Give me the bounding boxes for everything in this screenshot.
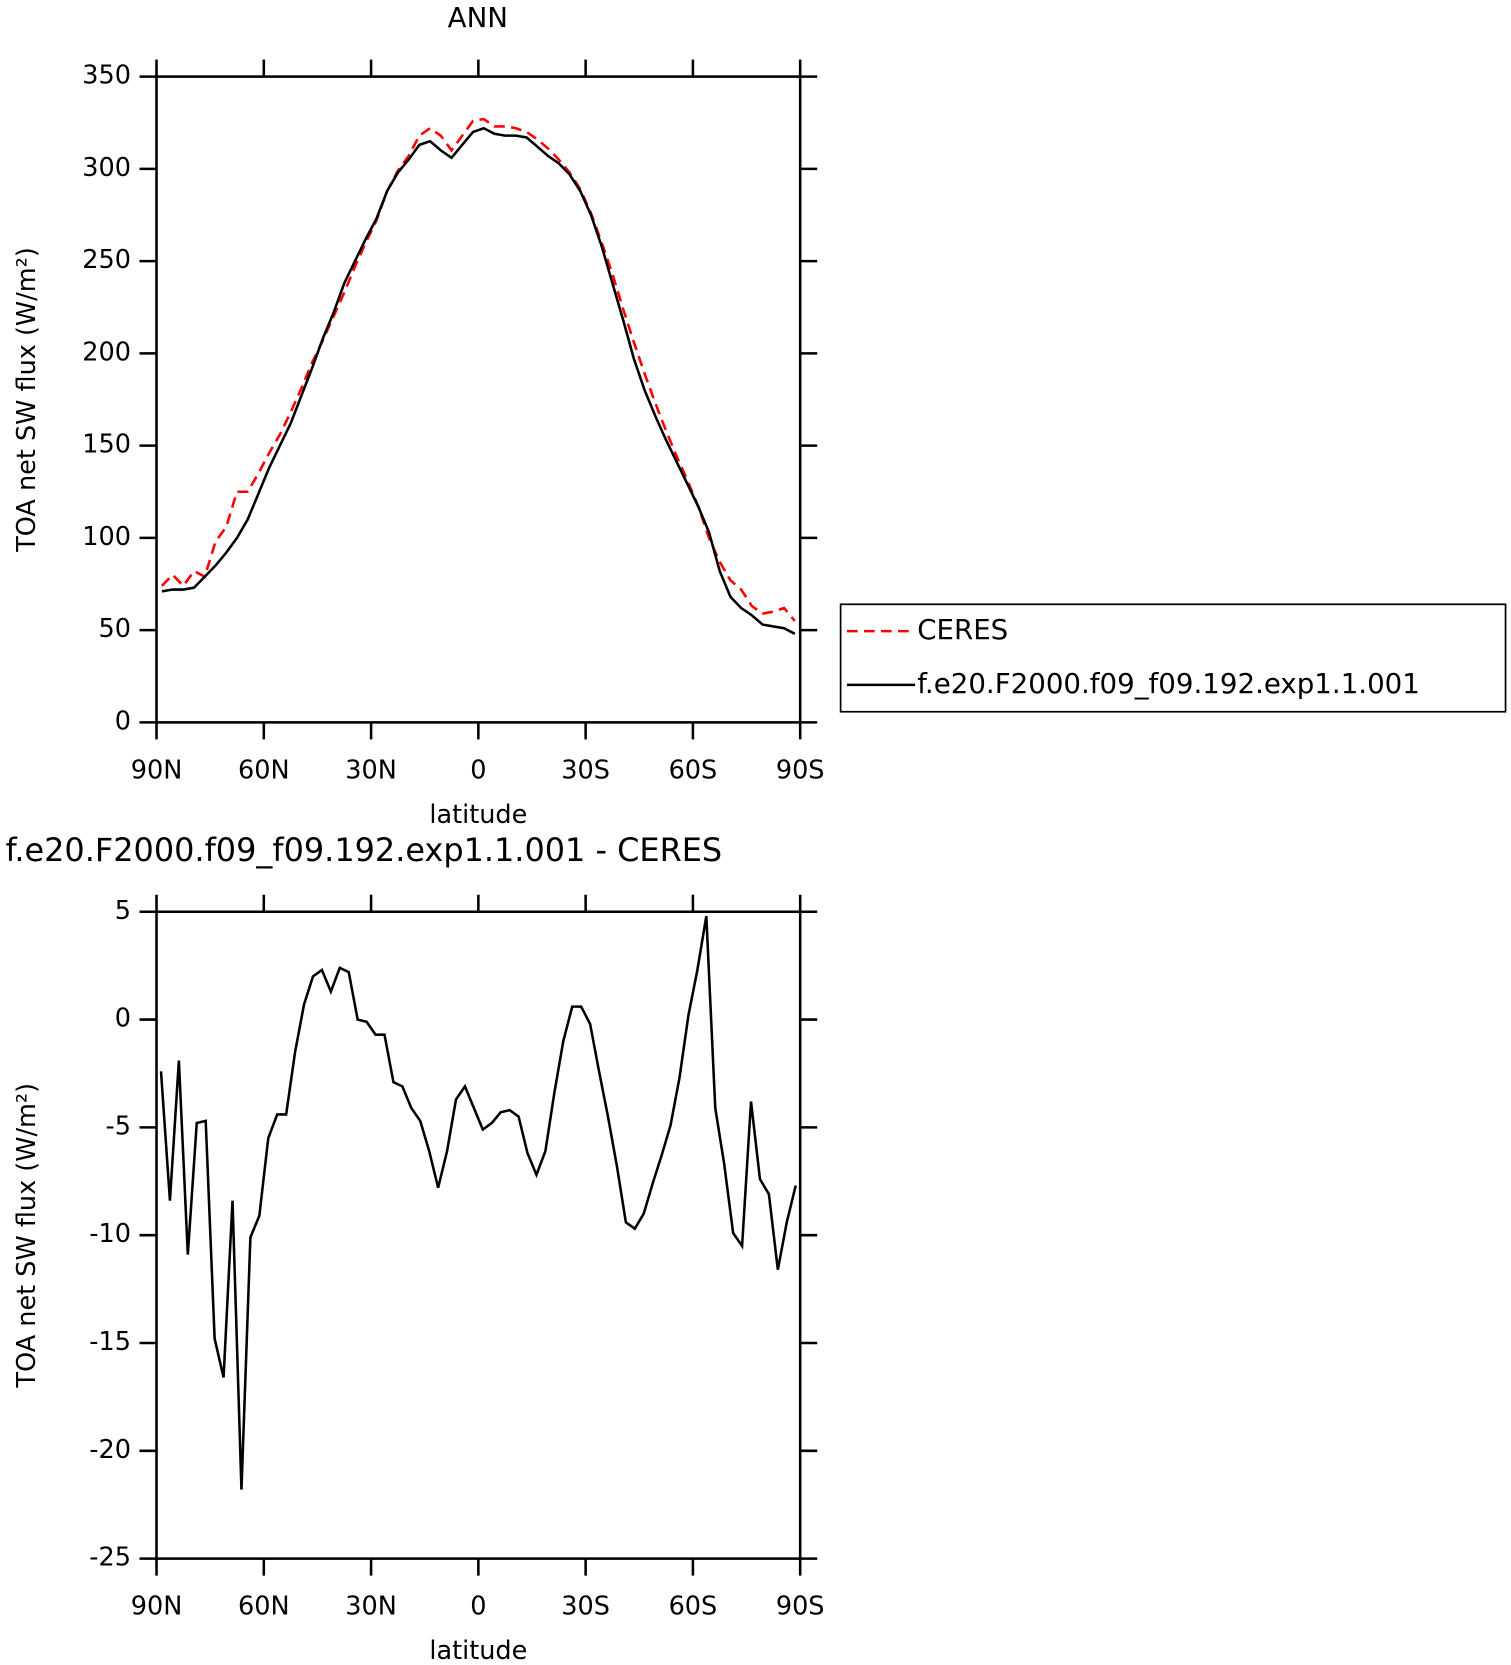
x-tick-label: 90S: [776, 1592, 825, 1622]
y-tick-label: -15: [89, 1327, 131, 1357]
x-tick-label: 0: [470, 1592, 486, 1622]
y-tick-label: 300: [82, 153, 131, 183]
plot-frame: [155, 910, 802, 1560]
y-tick-label: -5: [106, 1111, 131, 1141]
y-tick-label: 100: [82, 522, 131, 552]
x-tick-label: 30S: [561, 1592, 610, 1622]
x-tick-label: 60N: [238, 755, 290, 785]
x-tick-label: 90N: [131, 1592, 183, 1622]
y-tick-label: 0: [115, 706, 131, 736]
chart-title: ANN: [448, 1, 508, 34]
x-tick-label: 0: [470, 755, 486, 785]
y-axis-label: TOA net SW flux (W/m²): [12, 247, 42, 553]
y-tick-label: 5: [115, 896, 131, 926]
y-tick-label: 0: [115, 1004, 131, 1034]
x-tick-label: 30N: [345, 1592, 397, 1622]
y-tick-label: 150: [82, 430, 131, 460]
y-axis-label: TOA net SW flux (W/m²): [12, 1083, 42, 1389]
x-axis-label: latitude: [429, 1636, 527, 1665]
legend-label: CERES: [917, 613, 1008, 646]
x-tick-label: 60N: [238, 1592, 290, 1622]
data-line: [160, 117, 796, 622]
data-line: [161, 126, 796, 635]
legend-box: [839, 603, 1507, 713]
chart-title: f.e20.F2000.f09_f09.192.exp1.1.001 - CER…: [5, 831, 722, 869]
x-tick-label: 90N: [131, 755, 183, 785]
legend-label: f.e20.F2000.f09_f09.192.exp1.1.001: [917, 667, 1420, 700]
x-tick-label: 30N: [345, 755, 397, 785]
y-tick-label: 350: [82, 61, 131, 91]
y-tick-label: 50: [99, 614, 131, 644]
x-axis-label: latitude: [429, 800, 527, 830]
y-tick-label: 250: [82, 245, 131, 275]
y-tick-label: -20: [89, 1435, 131, 1465]
plot-frame: [155, 75, 802, 724]
x-tick-label: 90S: [776, 755, 825, 785]
x-tick-label: 30S: [561, 755, 610, 785]
y-tick-label: -10: [89, 1219, 131, 1249]
x-tick-label: 60S: [669, 1592, 718, 1622]
y-tick-label: -25: [89, 1543, 131, 1573]
data-line: [159, 915, 797, 1490]
x-tick-label: 60S: [669, 755, 718, 785]
y-tick-label: 200: [82, 337, 131, 367]
